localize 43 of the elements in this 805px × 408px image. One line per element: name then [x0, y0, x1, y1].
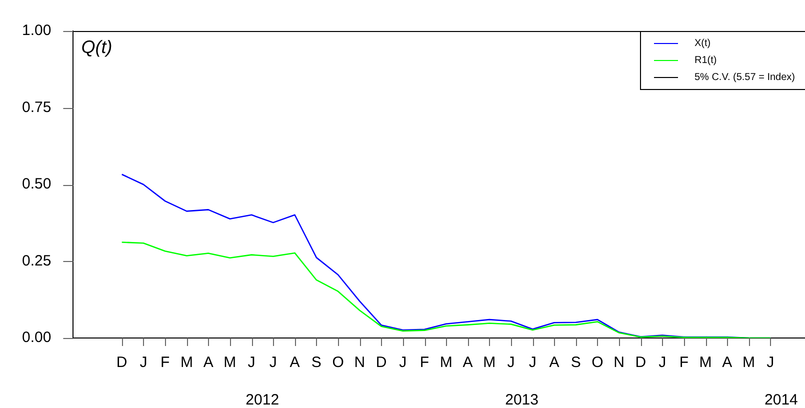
text: 2012 — [246, 392, 280, 408]
x-tick-label: S — [311, 354, 322, 372]
y-tick-label: 0.50 — [22, 176, 52, 193]
x-tick-label: F — [679, 354, 689, 372]
legend-label: R1(t) — [694, 55, 717, 66]
legend-label: 5% C.V. (5.57 = Index) — [694, 72, 795, 83]
x-tick-label: N — [354, 354, 366, 372]
x-tick-label: A — [290, 354, 300, 372]
x-tick-label: M — [224, 354, 236, 372]
x-tick-label: J — [507, 354, 515, 372]
y-tick-label: 0.25 — [22, 252, 52, 270]
x-tick-label: D — [116, 354, 128, 372]
x-tick-label: J — [658, 354, 666, 372]
x-tick-label: J — [269, 354, 277, 372]
x-tick-label: J — [528, 354, 536, 372]
x-tick-label: J — [766, 354, 774, 372]
text: 2014 — [764, 392, 798, 408]
x-tick-label: D — [376, 354, 387, 372]
x-tick-label: M — [483, 354, 496, 372]
x-tick-label: S — [570, 354, 581, 372]
x-tick-label: J — [399, 354, 407, 372]
x-tick-label: A — [722, 354, 732, 372]
x-tick-label: M — [180, 354, 193, 372]
x-tick-label: D — [635, 354, 646, 372]
y-tick-label: 0.75 — [22, 98, 52, 116]
x-tick-label: F — [420, 354, 430, 372]
legend-label: X(t) — [694, 38, 711, 49]
x-tick-label: A — [203, 354, 214, 372]
x-tick-label: M — [440, 354, 452, 372]
x-tick-label: J — [248, 354, 256, 372]
x-tick-label: O — [332, 354, 344, 372]
text: 2013 — [505, 392, 538, 408]
x-tick-label: J — [140, 354, 148, 372]
x-tick-label: A — [462, 354, 473, 372]
x-tick-label: M — [699, 354, 712, 372]
y-axis-title: Q(t) — [81, 37, 112, 57]
x-tick-label: O — [592, 354, 604, 372]
x-tick-label: M — [742, 354, 756, 372]
x-tick-label: N — [614, 354, 624, 372]
x-tick-label: A — [549, 354, 560, 372]
y-tick-label: 0.00 — [22, 329, 52, 346]
x-tick-label: F — [160, 354, 170, 372]
y-tick-label: 1.00 — [22, 22, 52, 40]
